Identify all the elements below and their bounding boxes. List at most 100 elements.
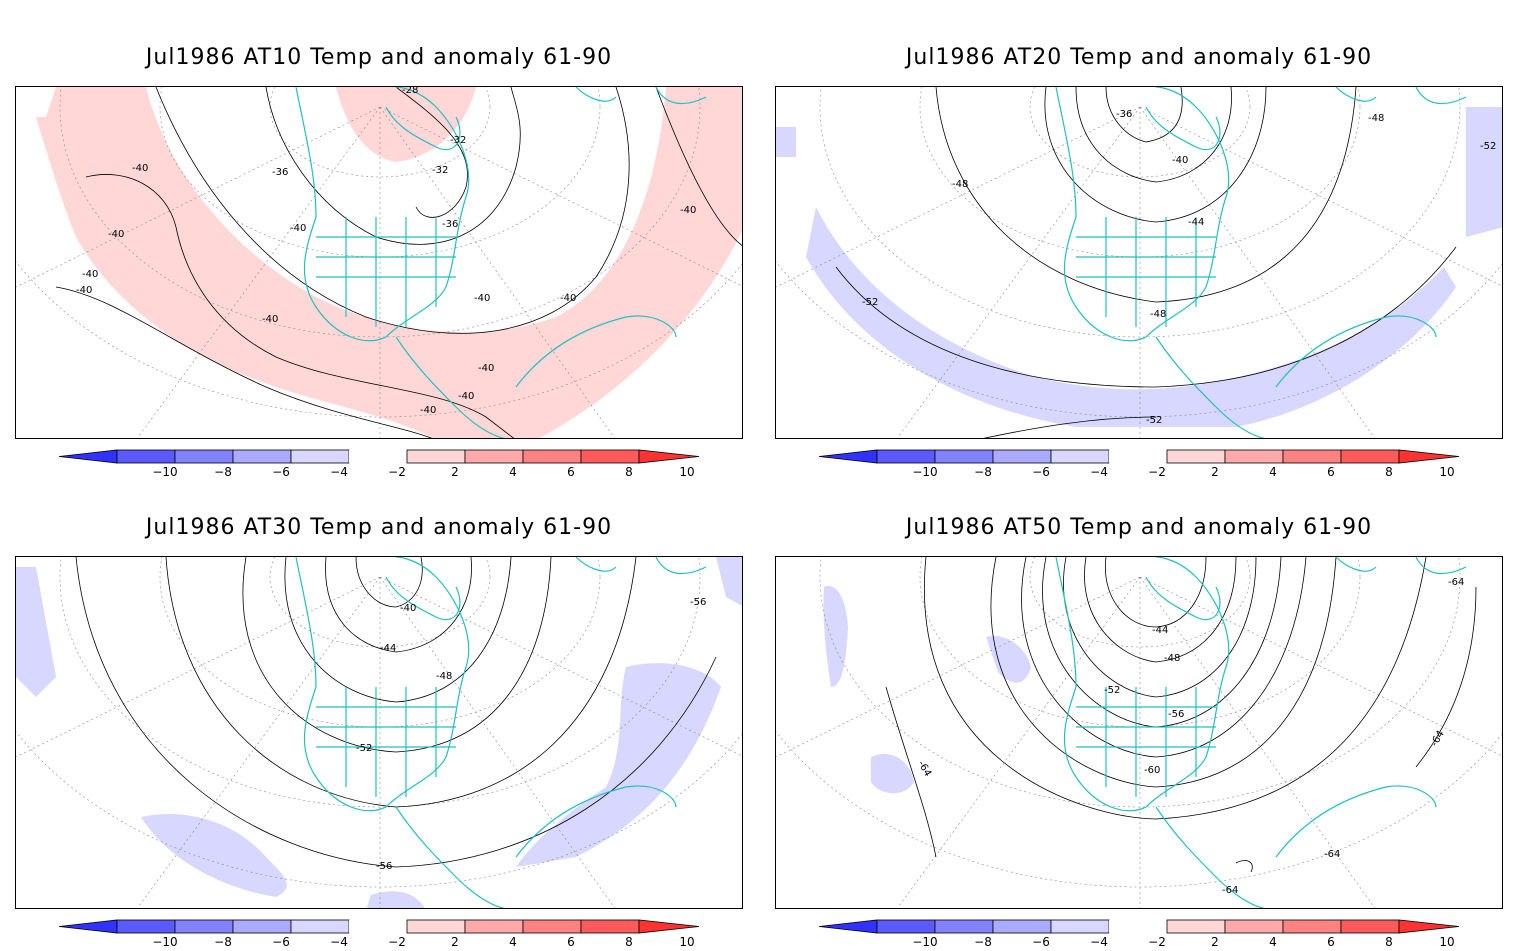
colorbar-tick-label: −8: [974, 935, 992, 949]
colorbar-tick-label: −8: [214, 935, 232, 949]
colorbar-tick-label: 8: [625, 465, 633, 479]
map-frame: -36 -40 -44 -48 -48 -48 -52 -52 -52: [775, 86, 1503, 439]
colorbar-segment: [232, 449, 292, 464]
colorbar-segment: [406, 919, 466, 934]
polar-map: -44 -48 -52 -56 -60 -64 -64 -64 -64 -64: [776, 557, 1502, 908]
colorbar-tick-label: 10: [679, 465, 694, 479]
contour-label: -40: [262, 314, 278, 325]
colorbar-tick-label: −4: [330, 935, 348, 949]
colorbar-segment: [349, 920, 407, 933]
colorbar-segment: [580, 919, 640, 934]
colorbar-segment: [1340, 449, 1400, 464]
colorbar-segment: [1282, 449, 1342, 464]
colorbar-tick-label: −10: [912, 935, 937, 949]
colorbar-tick-label: 6: [567, 935, 575, 949]
contour-label: -40: [474, 293, 490, 304]
contour-label: -48: [436, 671, 452, 682]
colorbar-segment: [349, 450, 407, 463]
colorbar-segment: [992, 449, 1052, 464]
colorbar-tick-label: 8: [625, 935, 633, 949]
contour-label: -36: [1116, 109, 1132, 120]
map-frame: -28 -32 -32 -36 -36 -40 -40 -40 -40 -40 …: [15, 86, 743, 439]
colorbar-segment: [934, 919, 994, 934]
colorbar-tick-label: −4: [1090, 465, 1108, 479]
colorbar-arrow-left: [819, 449, 878, 464]
colorbar-tick-label: 2: [1211, 935, 1219, 949]
map-frame: -44 -48 -52 -56 -60 -64 -64 -64 -64 -64: [775, 556, 1503, 909]
colorbar-tick-label: −6: [272, 465, 290, 479]
anomaly-band: [806, 207, 1456, 427]
contour-label: -40: [680, 205, 696, 216]
contour-label: -52: [1146, 415, 1162, 426]
contour-label: -64: [1222, 885, 1238, 896]
colorbar-segment: [174, 449, 234, 464]
colorbar-segment: [1050, 449, 1110, 464]
colorbar-segment: [1224, 449, 1284, 464]
contour-label: -40: [1172, 155, 1188, 166]
panel-title: Jul1986 AT50 Temp and anomaly 61-90: [905, 515, 1373, 540]
colorbar-tick-label: −2: [1148, 465, 1166, 479]
contour-label: -64: [915, 759, 933, 779]
colorbar-segment: [116, 919, 176, 934]
colorbar-segment: [1050, 919, 1110, 934]
colorbar-tick-label: −2: [1148, 935, 1166, 949]
contour-label: -40: [132, 163, 148, 174]
contour-label: -44: [380, 643, 396, 654]
contour-label: -56: [690, 597, 706, 608]
panel-title: Jul1986 AT20 Temp and anomaly 61-90: [905, 45, 1373, 70]
colorbar-arrow-left: [59, 449, 118, 464]
contour-label: -40: [76, 285, 92, 296]
contour-label: -52: [356, 743, 372, 754]
colorbar-tick-label: 4: [1269, 465, 1277, 479]
colorbar-segment: [580, 449, 640, 464]
contour-label: -64: [1429, 729, 1447, 749]
panel-title: Jul1986 AT30 Temp and anomaly 61-90: [145, 515, 613, 540]
colorbar-tick-label: −2: [388, 935, 406, 949]
colorbar-tick-label: −8: [214, 465, 232, 479]
contour-label: -52: [1104, 685, 1120, 696]
colorbar-segment: [1340, 919, 1400, 934]
colorbar-tick-label: 10: [679, 935, 694, 949]
colorbar-segment: [1282, 919, 1342, 934]
contour-label: -48: [1164, 653, 1180, 664]
colorbar-tick-label: 6: [567, 465, 575, 479]
colorbar-segment: [1109, 920, 1167, 933]
panel-title: Jul1986 AT10 Temp and anomaly 61-90: [145, 45, 613, 70]
polar-map: -28 -32 -32 -36 -36 -40 -40 -40 -40 -40 …: [16, 87, 742, 438]
colorbar-segment: [934, 449, 994, 464]
contour-label: -40: [82, 269, 98, 280]
colorbar-tick-label: −6: [1032, 465, 1050, 479]
colorbar-tick-label: −10: [152, 465, 177, 479]
colorbar-arrow-right: [638, 919, 699, 934]
colorbar-tick-label: −4: [330, 465, 348, 479]
contour-label: -44: [1152, 625, 1168, 636]
colorbar-tick-label: 4: [1269, 935, 1277, 949]
contour-label: -32: [432, 165, 448, 176]
colorbar: −10 −8 −6 −4 −2 2 4 6 8 10: [59, 919, 699, 949]
contour-label: -40: [400, 603, 416, 614]
contour-label: -64: [1448, 577, 1464, 588]
colorbar-segment: [464, 449, 524, 464]
contour-label: -40: [290, 223, 306, 234]
colorbar-tick-label: −10: [152, 935, 177, 949]
colorbar-arrow-left: [59, 919, 118, 934]
colorbar-tick-label: 2: [451, 465, 459, 479]
colorbar: −10 −8 −6 −4 −2 2 4 6 8 10: [59, 449, 699, 479]
map-frame: -40 -44 -48 -52 -56 -56: [15, 556, 743, 909]
colorbar-segment: [1166, 919, 1226, 934]
contour-label: -60: [1144, 765, 1160, 776]
colorbar-tick-label: 8: [1385, 465, 1393, 479]
colorbar-tick-label: −6: [272, 935, 290, 949]
colorbar-segment: [232, 919, 292, 934]
colorbar-arrow-right: [638, 449, 699, 464]
colorbar-segment: [1224, 919, 1284, 934]
polar-map: -40 -44 -48 -52 -56 -56: [16, 557, 742, 908]
colorbar-tick-label: −4: [1090, 935, 1108, 949]
colorbar-tick-label: 6: [1327, 465, 1335, 479]
contour-label: -40: [478, 363, 494, 374]
colorbar-segment: [876, 449, 936, 464]
colorbar-tick-label: 10: [1439, 465, 1454, 479]
contour-label: -44: [1188, 217, 1204, 228]
colorbar-segment: [464, 919, 524, 934]
contour-label: -28: [402, 87, 418, 96]
